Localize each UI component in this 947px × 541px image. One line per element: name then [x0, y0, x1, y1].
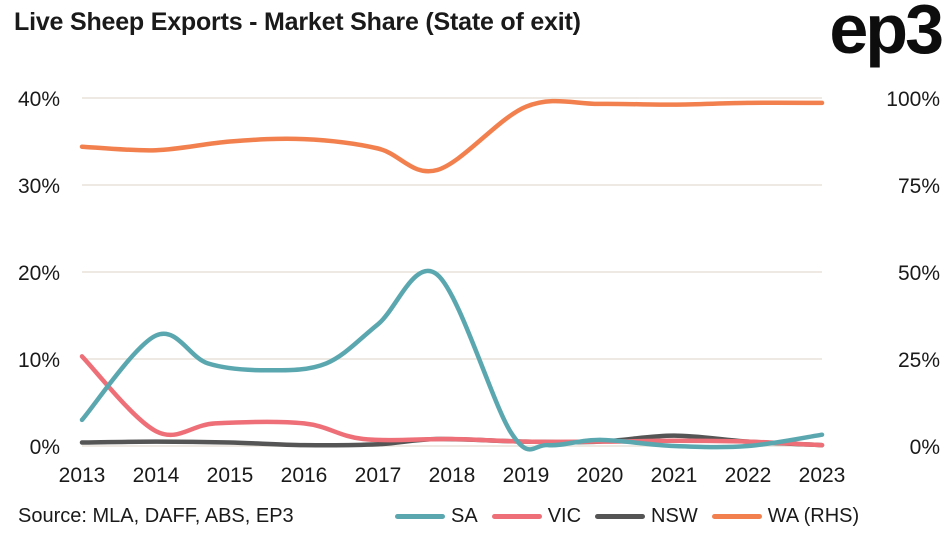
legend-swatch — [595, 514, 646, 519]
x-tick-label: 2019 — [503, 464, 550, 487]
y-tick-label-right: 75% — [898, 175, 940, 198]
x-tick-label: 2022 — [725, 464, 772, 487]
legend-item: VIC — [491, 505, 582, 528]
chart-title: Live Sheep Exports - Market Share (State… — [14, 8, 581, 36]
y-tick-label-left: 30% — [18, 175, 60, 198]
y-tick-label-left: 10% — [18, 349, 60, 372]
y-tick-label-left: 20% — [18, 262, 60, 285]
x-tick-label: 2013 — [59, 464, 106, 487]
y-tick-label-right: 0% — [910, 436, 940, 459]
x-tick-label: 2015 — [207, 464, 254, 487]
x-tick-label: 2016 — [281, 464, 328, 487]
legend-label: NSW — [651, 505, 698, 527]
legend-item: NSW — [595, 505, 698, 528]
x-tick-label: 2017 — [355, 464, 402, 487]
legend-swatch — [491, 514, 542, 519]
series-line-vic — [79, 354, 825, 448]
y-axis-right: 0% 25% 50% 75% 100% — [886, 88, 940, 459]
legend-item: WA (RHS) — [711, 505, 860, 528]
y-tick-label-right: 100% — [886, 88, 940, 111]
legend-label: SA — [451, 505, 478, 527]
y-tick-label-left: 0% — [30, 436, 60, 459]
series-line-wa-rhs — [79, 98, 825, 174]
legend: SA VIC NSW WA (RHS) — [395, 505, 873, 528]
legend-item: SA — [395, 505, 478, 528]
legend-label: WA (RHS) — [767, 505, 860, 527]
series-line-sa — [79, 268, 825, 452]
x-tick-label: 2018 — [429, 464, 476, 487]
legend-swatch — [711, 514, 762, 519]
ep3-logo: ep3 — [829, 0, 944, 68]
series-lines — [79, 98, 825, 452]
legend-label: VIC — [547, 505, 582, 527]
source-note: Source: MLA, DAFF, ABS, EP3 — [18, 505, 294, 527]
y-tick-label-left: 40% — [18, 88, 60, 111]
y-axis-left: 0% 10% 20% 30% 40% — [18, 88, 60, 459]
y-tick-label-right: 25% — [898, 349, 940, 372]
x-tick-label: 2023 — [799, 464, 846, 487]
legend-swatch — [395, 514, 445, 519]
x-tick-label: 2014 — [133, 464, 180, 487]
x-tick-label: 2020 — [577, 464, 624, 487]
x-tick-label: 2021 — [651, 464, 698, 487]
gridlines — [82, 97, 822, 447]
y-tick-label-right: 50% — [898, 262, 940, 285]
x-axis: 2013 2014 2015 2016 2017 2018 2019 2020 2021 2022… — [59, 464, 846, 487]
